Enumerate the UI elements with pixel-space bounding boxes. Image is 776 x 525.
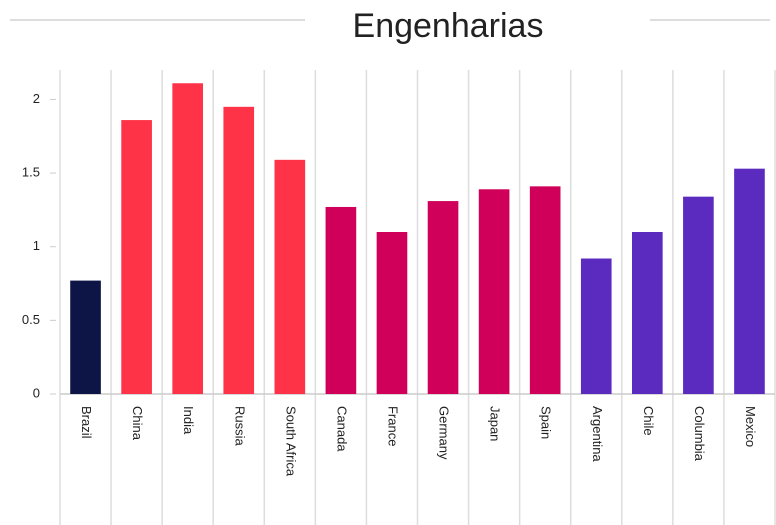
bar: [70, 280, 101, 394]
y-tick-label: 1: [33, 238, 40, 253]
x-tick-label: China: [130, 406, 145, 441]
bar: [121, 120, 152, 394]
y-tick-label: 1.5: [22, 165, 40, 180]
y-tick-label: 2: [33, 91, 40, 106]
bar: [580, 258, 612, 394]
chart-title: Engenharias: [353, 7, 544, 45]
bar: [172, 83, 203, 394]
x-tick-label: Germany: [437, 406, 452, 460]
y-tick-label: 0.5: [22, 312, 40, 327]
x-tick-label: South Africa: [283, 406, 298, 477]
x-tick-label: Argentina: [590, 406, 605, 462]
bar: [325, 206, 357, 394]
bar: [427, 201, 459, 394]
bar: [274, 159, 306, 394]
x-tick-label: Mexico: [743, 406, 758, 447]
x-tick-label: Japan: [488, 406, 503, 441]
x-tick-label: France: [386, 406, 401, 446]
x-tick-label: Canada: [334, 406, 349, 452]
bar: [734, 168, 765, 394]
bar: [683, 196, 714, 394]
x-tick-label: Spain: [539, 406, 554, 439]
bar: [478, 189, 510, 394]
bar: [223, 106, 255, 395]
y-tick-label: 0: [33, 385, 40, 400]
x-tick-label: Russia: [232, 406, 247, 447]
x-tick-label: Chile: [641, 406, 656, 436]
bar: [529, 186, 561, 394]
x-tick-label: Brazil: [79, 406, 94, 439]
bar: [376, 232, 408, 394]
x-tick-label: Columbia: [692, 406, 707, 462]
bar: [632, 232, 663, 394]
x-tick-label: India: [181, 406, 196, 435]
